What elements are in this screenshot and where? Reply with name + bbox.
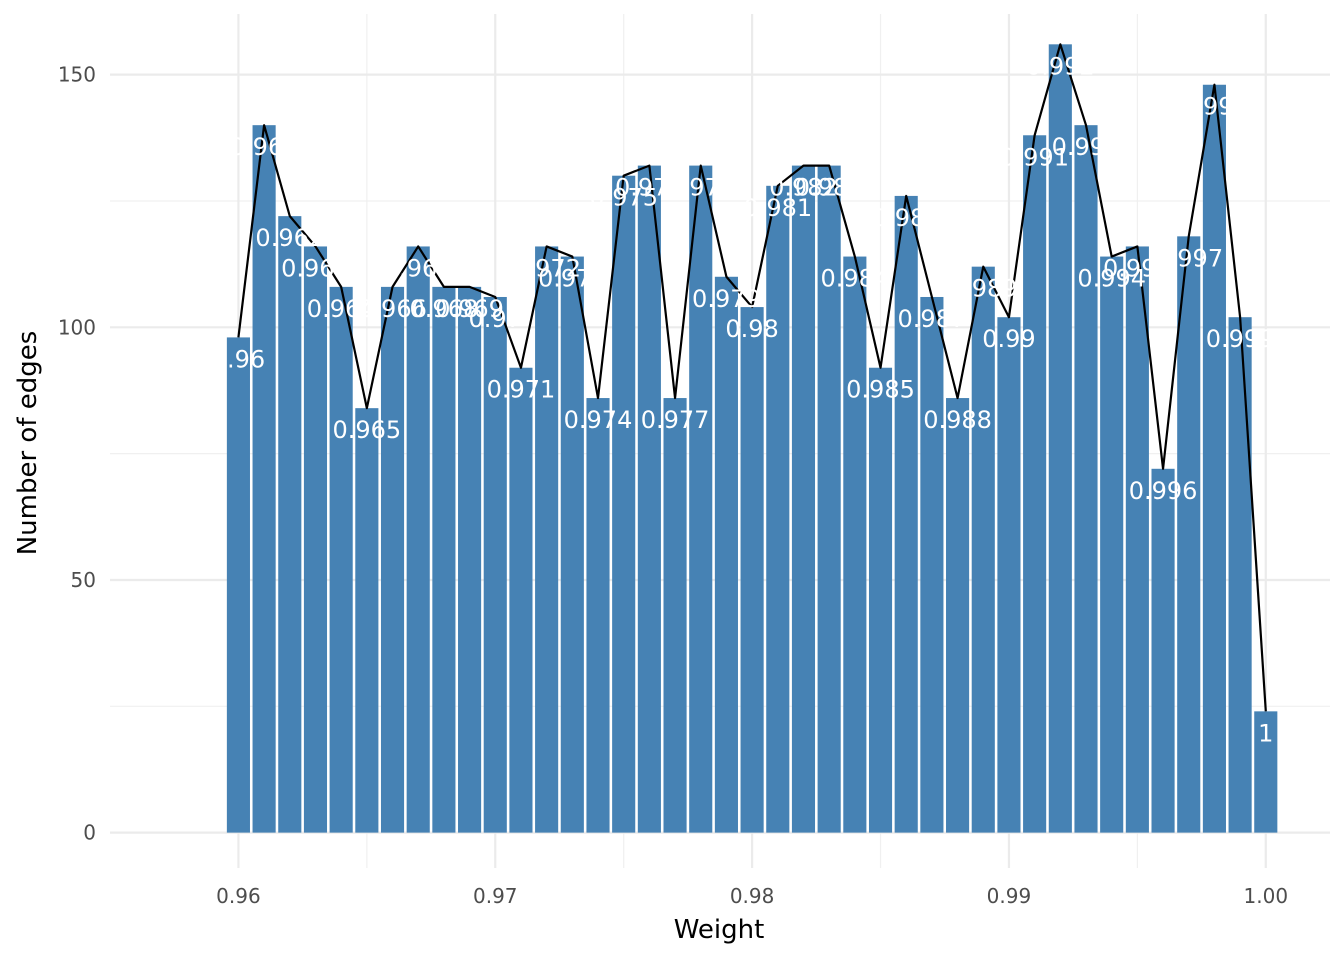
trend-line xyxy=(237,43,1267,712)
data-label: 0.973 xyxy=(538,265,607,293)
y-tick-label: 100 xyxy=(58,315,96,339)
x-tick-label: 0.99 xyxy=(987,884,1032,908)
data-label: 0.969 xyxy=(435,295,504,323)
x-axis-title: Weight xyxy=(674,915,765,945)
bar xyxy=(843,256,867,833)
data-label: 0.993 xyxy=(1052,133,1121,161)
data-label: 0.985 xyxy=(846,376,915,404)
x-tick-label: 0.97 xyxy=(473,884,518,908)
data-label: 0.987 xyxy=(898,305,967,333)
data-label: 0.964 xyxy=(307,295,376,323)
data-label: 0.979 xyxy=(692,285,761,313)
data-label: 0.974 xyxy=(564,406,633,434)
bar xyxy=(278,216,302,833)
bar xyxy=(303,246,328,833)
y-tick-label: 0 xyxy=(83,821,96,845)
bar xyxy=(586,398,610,833)
data-label: 0.961 xyxy=(230,133,299,161)
data-label: 0.975 xyxy=(589,184,658,212)
data-label: 0.971 xyxy=(487,376,556,404)
data-label: 0.96 xyxy=(212,345,265,373)
bar xyxy=(355,408,379,833)
x-tick-label: 0.98 xyxy=(730,884,775,908)
y-axis-title: Number of edges xyxy=(13,331,43,556)
bar xyxy=(1151,468,1175,833)
bar xyxy=(894,195,918,833)
data-label: 0.97 xyxy=(469,305,522,333)
data-label: 0.98 xyxy=(725,315,778,343)
bar xyxy=(791,165,816,833)
bar xyxy=(1023,135,1047,833)
x-tick-label: 1.00 xyxy=(1244,884,1289,908)
bar xyxy=(920,296,944,833)
data-label: 0.966 xyxy=(358,295,427,323)
bar xyxy=(560,256,584,833)
data-label: 0.999 xyxy=(1206,325,1275,353)
bar xyxy=(689,165,713,833)
data-label: 0.983 xyxy=(795,174,864,202)
data-label: 0.972 xyxy=(512,254,581,282)
bar xyxy=(380,286,405,833)
bar xyxy=(714,276,738,833)
data-label: 0.989 xyxy=(949,275,1018,303)
data-label: 0.991 xyxy=(1000,143,1069,171)
bar xyxy=(1074,125,1098,833)
bar xyxy=(252,125,276,833)
bar xyxy=(458,286,482,833)
y-tick-label: 50 xyxy=(71,568,96,592)
data-label: 1 xyxy=(1258,719,1273,747)
bar xyxy=(329,286,353,833)
data-label: 0.992 xyxy=(1026,52,1095,80)
bar xyxy=(1048,44,1072,833)
x-axis-ticks: 0.96 0.97 0.98 0.99 1.00 xyxy=(216,884,1288,908)
y-tick-label: 150 xyxy=(58,63,96,87)
bar xyxy=(637,165,661,833)
data-label: 0.982 xyxy=(769,174,838,202)
data-label: 0.998 xyxy=(1180,93,1249,121)
bar xyxy=(1254,711,1278,833)
data-label: 0.968 xyxy=(410,295,479,323)
bar xyxy=(535,246,559,833)
data-label: 0.963 xyxy=(281,254,350,282)
bar xyxy=(997,317,1021,833)
bar xyxy=(868,367,893,833)
bar xyxy=(663,398,687,833)
bar xyxy=(226,337,250,833)
bar xyxy=(971,266,995,833)
data-label: 0.99 xyxy=(982,325,1035,353)
data-label: 0.962 xyxy=(255,224,324,252)
bar xyxy=(1228,317,1252,833)
bar xyxy=(432,286,456,833)
data-label: 0.965 xyxy=(332,416,401,444)
data-label: 0.976 xyxy=(615,174,684,202)
bar xyxy=(766,185,790,833)
data-label: 0.967 xyxy=(384,254,453,282)
data-label: 0.995 xyxy=(1103,254,1172,282)
x-tick-label: 0.96 xyxy=(216,884,261,908)
data-label: 0.984 xyxy=(820,265,889,293)
bar xyxy=(612,175,636,833)
data-label: 0.986 xyxy=(872,204,941,232)
bar xyxy=(817,165,841,833)
bar xyxy=(1177,236,1201,833)
bar xyxy=(1125,246,1149,833)
data-label: 0.978 xyxy=(666,174,735,202)
data-label: 0.996 xyxy=(1129,477,1198,505)
bar xyxy=(1100,256,1124,833)
y-axis-ticks: 0 50 100 150 xyxy=(58,63,96,845)
bar xyxy=(509,367,533,833)
data-label: 0.994 xyxy=(1077,265,1146,293)
data-label: 0.988 xyxy=(923,406,992,434)
bar xyxy=(483,296,507,833)
bar xyxy=(740,307,764,833)
bar xyxy=(1202,84,1226,833)
bars-group xyxy=(226,44,1278,833)
data-label: 0.997 xyxy=(1154,244,1223,272)
bar xyxy=(946,398,970,833)
bar xyxy=(406,246,430,833)
data-label: 0.981 xyxy=(743,194,812,222)
data-label: 0.977 xyxy=(641,406,710,434)
